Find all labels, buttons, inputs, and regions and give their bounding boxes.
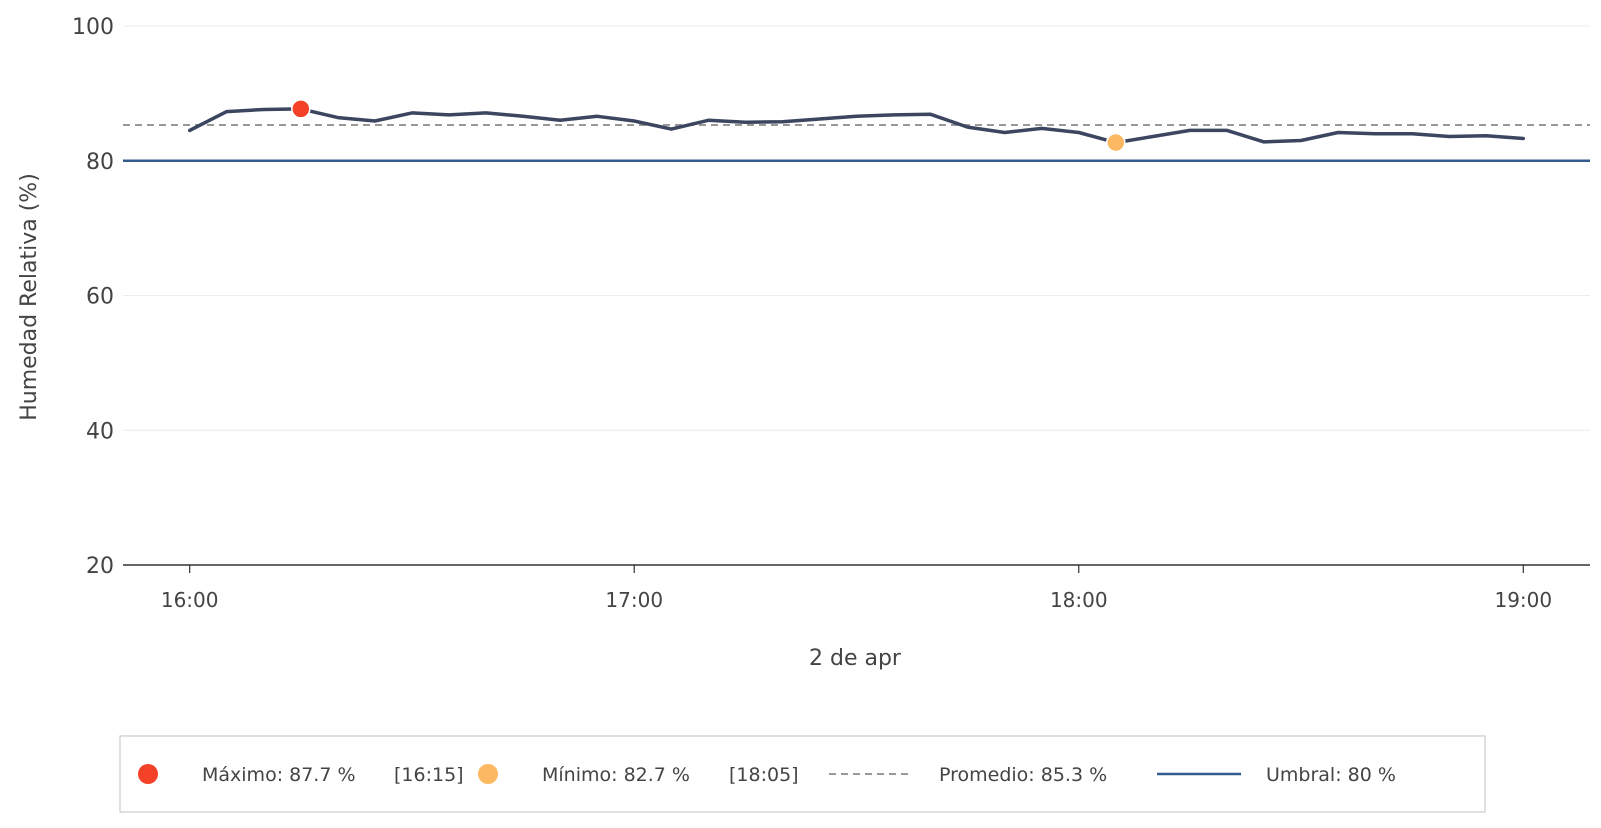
data-point (448, 113, 451, 116)
data-point (929, 113, 932, 116)
legend-threshold-label: Umbral: 80 % (1266, 764, 1396, 786)
data-point (670, 128, 673, 131)
data-point (1225, 129, 1228, 132)
legend-min-marker (478, 764, 498, 784)
data-point (522, 115, 525, 118)
x-tick-label: 19:00 (1494, 588, 1552, 612)
data-point (559, 119, 562, 122)
legend-min-label: Mínimo: 82.7 % (542, 764, 690, 786)
data-point (1337, 131, 1340, 134)
data-point (1448, 135, 1451, 138)
data-point (1263, 140, 1266, 143)
y-tick-label: 60 (86, 285, 114, 310)
y-tick-label: 40 (86, 419, 114, 444)
data-point (818, 117, 821, 120)
data-point (336, 116, 339, 119)
data-point (1485, 134, 1488, 137)
min-marker (1106, 132, 1126, 153)
y-tick-label: 20 (86, 554, 114, 579)
x-tick-label: 17:00 (605, 588, 663, 612)
data-point (1040, 127, 1043, 130)
legend-average-label: Promedio: 85.3 % (939, 764, 1107, 786)
legend: Máximo: 87.7 % [16:15] Mínimo: 82.7 % [1… (119, 735, 1486, 813)
legend-max-time: [16:15] (394, 764, 464, 786)
data-point (633, 119, 636, 122)
data-point (781, 120, 784, 123)
humidity-series-line (187, 107, 1526, 145)
legend-min-time: [18:05] (729, 764, 799, 786)
data-point (855, 115, 858, 118)
data-point (596, 115, 599, 118)
data-point (373, 119, 376, 122)
legend-box (119, 735, 1486, 813)
legend-max-label: Máximo: 87.7 % (202, 764, 356, 786)
x-tick-label: 16:00 (161, 588, 219, 612)
x-ticks: 16:00 17:00 18:00 19:00 (161, 565, 1552, 612)
y-axis-label: Humedad Relativa (%) (17, 173, 42, 421)
data-point (1003, 131, 1006, 134)
data-point (225, 110, 228, 113)
data-point (485, 111, 488, 114)
data-point (188, 129, 191, 132)
data-point (1151, 135, 1154, 138)
extreme-markers (291, 99, 1126, 153)
x-tick-label: 18:00 (1050, 588, 1108, 612)
data-point (707, 119, 710, 122)
y-tick-label: 100 (72, 15, 114, 40)
legend-max-marker (138, 764, 158, 784)
grid-lines (123, 25, 1590, 431)
data-point (1077, 131, 1080, 134)
data-point (966, 126, 969, 129)
data-point (892, 113, 895, 116)
data-point (262, 108, 265, 111)
data-point (410, 111, 413, 114)
max-marker (291, 99, 311, 119)
data-point (1411, 132, 1414, 135)
data-point (1300, 139, 1303, 142)
data-point (744, 121, 747, 124)
x-axis-label: 2 de apr (809, 646, 902, 671)
data-point (1522, 137, 1525, 140)
series-layer (187, 107, 1526, 145)
data-point (1188, 129, 1191, 132)
reference-lines (123, 124, 1590, 162)
y-tick-labels: 20 40 60 80 100 (72, 15, 114, 579)
y-tick-label: 80 (86, 150, 114, 175)
data-point (1374, 132, 1377, 135)
